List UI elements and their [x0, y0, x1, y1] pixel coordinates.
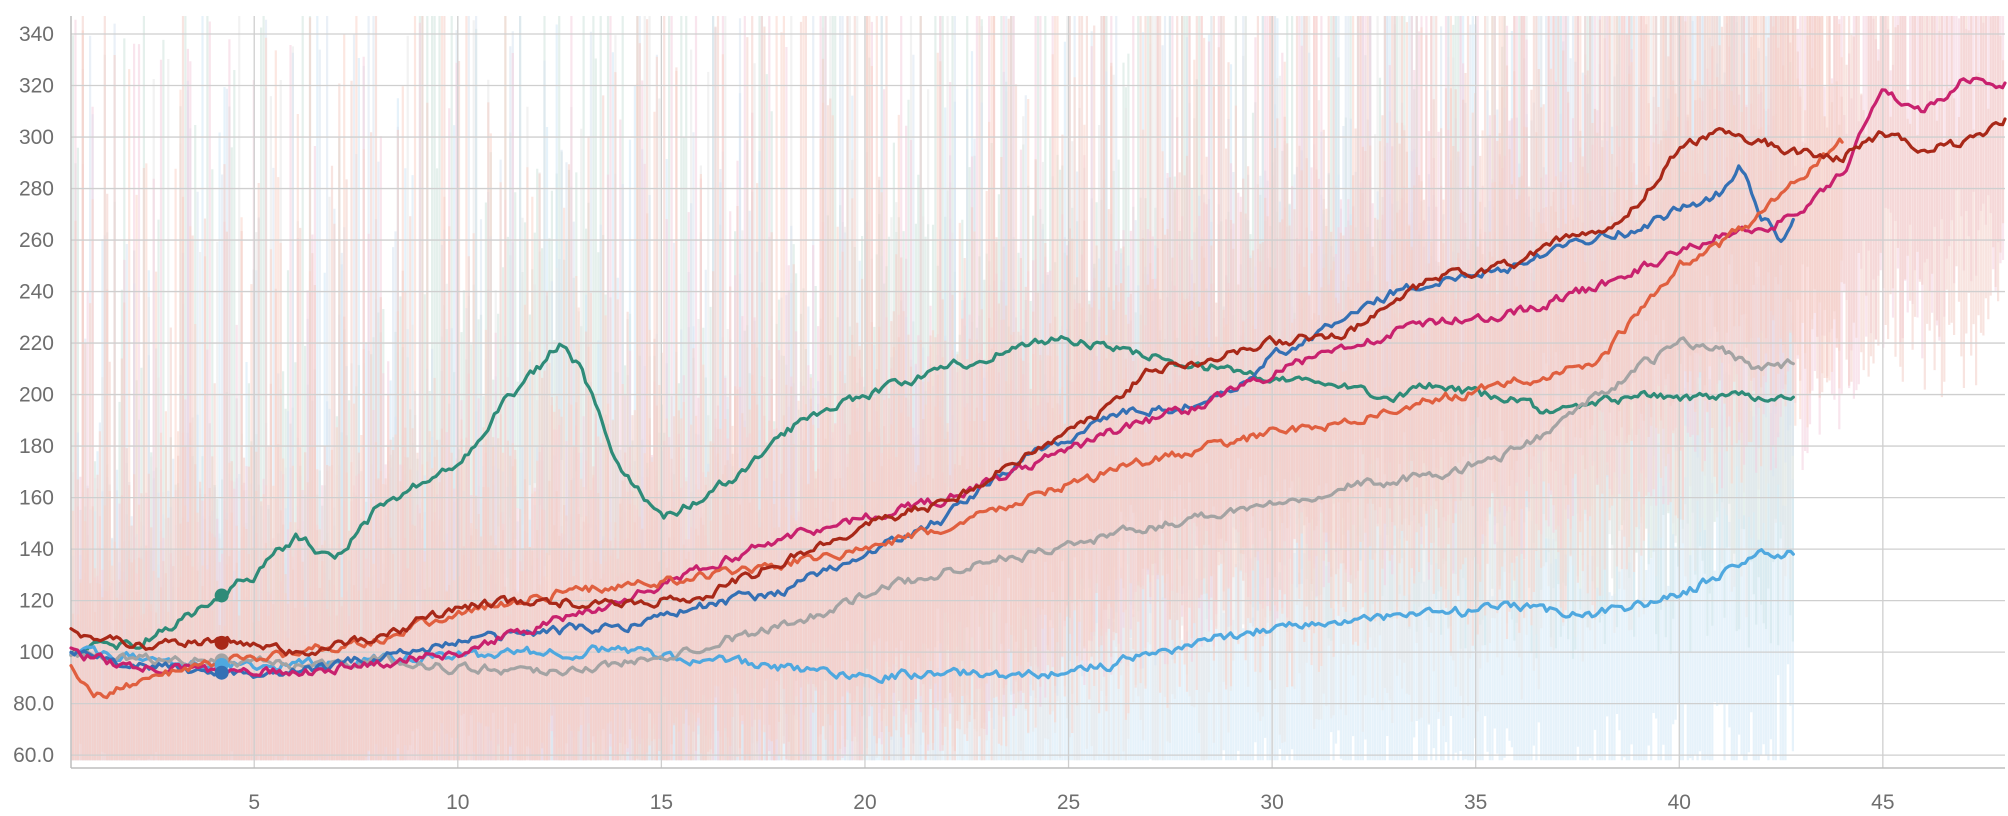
y-tick-labels: 60.0 80.0 100 120 140 160 180 200 220 240 260 280 30…	[13, 23, 54, 767]
series-start-markers	[214, 588, 229, 680]
x-tick-label: 35	[1464, 791, 1487, 814]
y-tick-label: 240	[19, 281, 54, 304]
y-tick-label: 300	[19, 126, 54, 149]
series-line-blue	[69, 164, 1795, 679]
x-tick-label: 30	[1260, 791, 1283, 814]
marker-green	[214, 588, 229, 603]
y-tick-label: 140	[19, 538, 54, 561]
y-tick-label: 80.0	[13, 693, 54, 716]
y-tick-label: 200	[19, 384, 54, 407]
series-line-magenta	[69, 76, 2007, 677]
raw-data-noise-layer	[71, 16, 2005, 761]
y-tick-label: 320	[19, 75, 54, 98]
y-tick-label: 260	[19, 229, 54, 252]
y-tick-label: 180	[19, 435, 54, 458]
x-tick-label: 45	[1871, 791, 1894, 814]
x-tick-label: 15	[650, 791, 673, 814]
y-tick-label: 120	[19, 590, 54, 613]
y-tick-label: 60.0	[13, 744, 54, 767]
x-tick-label: 10	[446, 791, 469, 814]
x-tick-labels: 5 10 15 20 25 30 35 40 45	[248, 791, 1894, 814]
series-lines	[69, 76, 2007, 700]
axes	[70, 16, 2005, 769]
x-tick-label: 5	[248, 791, 260, 814]
x-tick-label: 20	[853, 791, 876, 814]
y-tick-label: 100	[19, 641, 54, 664]
series-line-orange	[69, 137, 1844, 700]
marker-blue	[214, 665, 229, 680]
y-tick-label: 340	[19, 23, 54, 46]
y-tick-label: 280	[19, 178, 54, 201]
marker-darkred	[214, 635, 229, 650]
x-tick-label: 25	[1057, 791, 1080, 814]
y-tick-label: 220	[19, 332, 54, 355]
series-line-darkred	[69, 117, 2007, 657]
series-line-green	[69, 335, 1795, 657]
series-line-lightblue	[69, 548, 1795, 684]
y-tick-label: 160	[19, 487, 54, 510]
x-tick-label: 40	[1668, 791, 1691, 814]
